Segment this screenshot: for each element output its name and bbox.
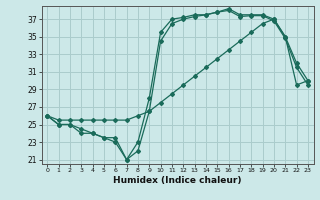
X-axis label: Humidex (Indice chaleur): Humidex (Indice chaleur) [113, 176, 242, 185]
